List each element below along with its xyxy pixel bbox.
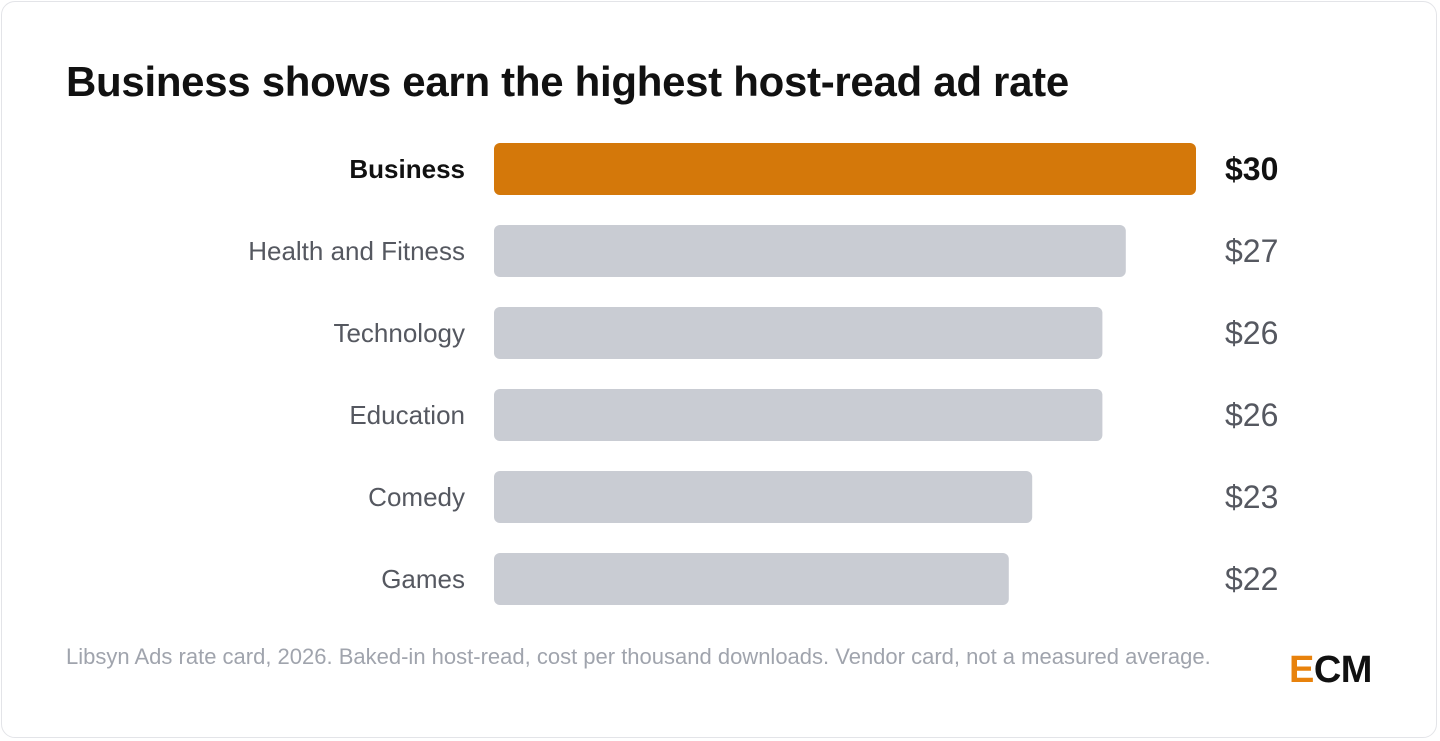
bar-business	[494, 143, 1196, 195]
logo-letter-e: E	[1289, 649, 1314, 691]
value-label-technology: $26	[1225, 315, 1278, 351]
bar-comedy	[494, 471, 1033, 523]
brand-logo: ECM	[1289, 648, 1372, 692]
category-label-technology: Technology	[333, 318, 465, 348]
value-label-games: $22	[1225, 561, 1278, 597]
category-label-comedy: Comedy	[368, 482, 465, 512]
category-label-health-and-fitness: Health and Fitness	[248, 236, 465, 266]
bars-group: Business $30 Health and Fitness $27 Technolo…	[248, 143, 1278, 605]
source-note: Libsyn Ads rate card, 2026. Baked-in hos…	[66, 644, 1211, 669]
chart-title: Business shows earn the highest host-rea…	[66, 58, 1069, 105]
value-label-comedy: $23	[1225, 479, 1278, 515]
value-label-health-and-fitness: $27	[1225, 233, 1278, 269]
bar-technology	[494, 307, 1103, 359]
value-label-business: $30	[1225, 151, 1278, 187]
category-label-games: Games	[381, 564, 465, 594]
bar-games	[494, 553, 1009, 605]
logo-letters: CM	[1313, 649, 1373, 691]
bar-education	[494, 389, 1103, 441]
bar-health-and-fitness	[494, 225, 1126, 277]
category-label-education: Education	[349, 400, 465, 430]
value-label-education: $26	[1225, 397, 1278, 433]
category-label-business: Business	[349, 154, 465, 184]
